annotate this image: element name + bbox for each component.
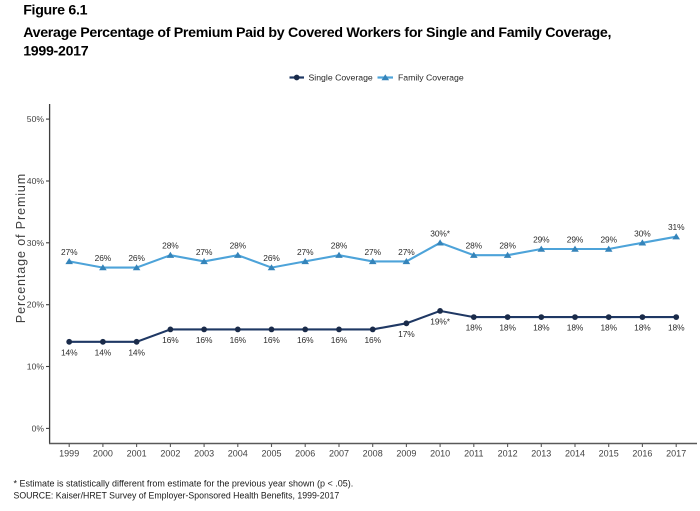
- svg-text:* Estimate is statistically di: * Estimate is statistically different fr…: [14, 478, 354, 488]
- svg-text:27%: 27%: [61, 247, 78, 257]
- svg-text:29%: 29%: [533, 235, 550, 245]
- svg-text:Family Coverage: Family Coverage: [398, 73, 464, 83]
- svg-text:27%: 27%: [364, 247, 381, 257]
- svg-text:28%: 28%: [331, 241, 348, 251]
- svg-text:2002: 2002: [160, 449, 180, 459]
- svg-text:Single Coverage: Single Coverage: [309, 73, 373, 83]
- svg-text:18%: 18%: [466, 323, 483, 333]
- svg-text:28%: 28%: [499, 241, 516, 251]
- svg-text:16%: 16%: [196, 335, 213, 345]
- svg-text:SOURCE: Kaiser/HRET Survey of: SOURCE: Kaiser/HRET Survey of Employer-S…: [14, 490, 340, 500]
- svg-text:2000: 2000: [93, 449, 113, 459]
- svg-text:18%: 18%: [567, 323, 584, 333]
- svg-text:2013: 2013: [531, 449, 551, 459]
- svg-text:14%: 14%: [95, 347, 112, 357]
- svg-text:2009: 2009: [396, 449, 416, 459]
- svg-text:26%: 26%: [95, 253, 112, 263]
- svg-text:27%: 27%: [398, 247, 415, 257]
- svg-text:0%: 0%: [32, 423, 45, 433]
- svg-text:27%: 27%: [196, 247, 213, 257]
- svg-text:28%: 28%: [162, 241, 179, 251]
- svg-text:2012: 2012: [498, 449, 518, 459]
- svg-text:2007: 2007: [329, 449, 349, 459]
- svg-text:50%: 50%: [27, 114, 45, 124]
- svg-text:2004: 2004: [228, 449, 248, 459]
- svg-text:2017: 2017: [666, 449, 686, 459]
- svg-text:1999: 1999: [59, 449, 79, 459]
- svg-text:17%: 17%: [398, 329, 415, 339]
- svg-text:31%: 31%: [668, 222, 685, 232]
- svg-text:26%: 26%: [263, 253, 280, 263]
- svg-text:27%: 27%: [297, 247, 314, 257]
- svg-text:2015: 2015: [599, 449, 619, 459]
- svg-text:30%: 30%: [27, 238, 45, 248]
- svg-text:18%: 18%: [600, 323, 617, 333]
- svg-text:10%: 10%: [27, 362, 45, 372]
- svg-text:26%: 26%: [128, 253, 145, 263]
- svg-text:40%: 40%: [27, 176, 45, 186]
- svg-text:16%: 16%: [162, 335, 179, 345]
- svg-text:2014: 2014: [565, 449, 585, 459]
- svg-text:18%: 18%: [499, 323, 516, 333]
- svg-text:2010: 2010: [430, 449, 450, 459]
- svg-text:1999-2017: 1999-2017: [23, 44, 89, 60]
- svg-text:29%: 29%: [600, 235, 617, 245]
- svg-text:18%: 18%: [533, 323, 550, 333]
- svg-text:2008: 2008: [363, 449, 383, 459]
- svg-text:16%: 16%: [364, 335, 381, 345]
- svg-text:19%*: 19%*: [430, 316, 450, 326]
- svg-text:30%*: 30%*: [430, 228, 450, 238]
- svg-text:2003: 2003: [194, 449, 214, 459]
- svg-text:28%: 28%: [230, 241, 247, 251]
- svg-text:18%: 18%: [634, 323, 651, 333]
- svg-text:14%: 14%: [128, 347, 145, 357]
- svg-text:30%: 30%: [634, 228, 651, 238]
- svg-text:2016: 2016: [632, 449, 652, 459]
- svg-text:28%: 28%: [466, 241, 483, 251]
- svg-text:2011: 2011: [464, 449, 483, 459]
- svg-text:20%: 20%: [27, 300, 45, 310]
- svg-text:Percentage of Premium: Percentage of Premium: [14, 173, 28, 323]
- svg-text:2006: 2006: [295, 449, 315, 459]
- svg-text:29%: 29%: [567, 235, 584, 245]
- svg-text:Average Percentage of Premium: Average Percentage of Premium Paid by Co…: [23, 25, 611, 41]
- svg-text:14%: 14%: [61, 347, 78, 357]
- svg-text:2001: 2001: [127, 449, 147, 459]
- svg-text:16%: 16%: [297, 335, 314, 345]
- svg-text:16%: 16%: [331, 335, 348, 345]
- svg-text:16%: 16%: [263, 335, 280, 345]
- svg-text:18%: 18%: [668, 323, 685, 333]
- svg-text:2005: 2005: [261, 449, 281, 459]
- svg-text:16%: 16%: [230, 335, 247, 345]
- svg-text:Figure 6.1: Figure 6.1: [23, 3, 87, 19]
